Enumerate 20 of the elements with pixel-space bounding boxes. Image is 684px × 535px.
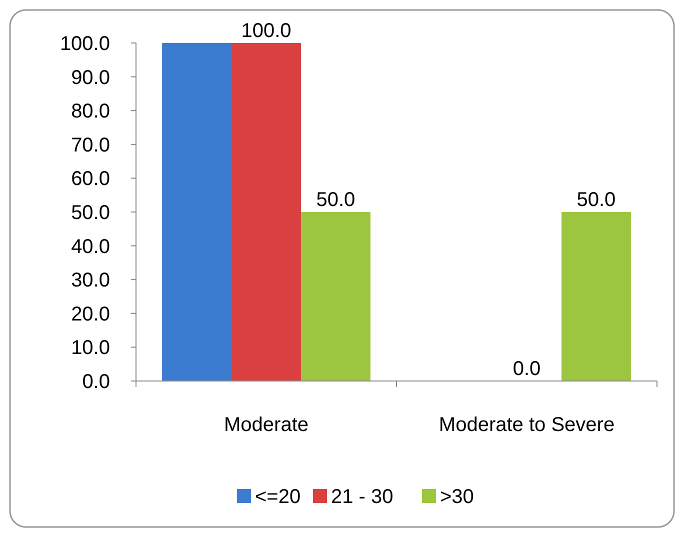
- y-tick-label: 20.0: [71, 303, 110, 326]
- y-tick-label: 80.0: [71, 100, 110, 123]
- data-label: 50.0: [576, 189, 616, 211]
- data-label: 0.0: [512, 358, 541, 380]
- legend-label: <=20: [255, 486, 301, 508]
- y-tick-label: 10.0: [71, 337, 110, 360]
- y-tick-label: 90.0: [71, 66, 110, 89]
- y-tick-label: 50.0: [71, 202, 110, 224]
- y-tick-label: 30.0: [71, 270, 110, 292]
- x-tick-label: Moderate to Severe: [438, 414, 615, 436]
- y-tick-label: 100.0: [60, 33, 110, 55]
- x-tick-label: Moderate: [224, 414, 308, 436]
- data-label: 100.0: [241, 20, 292, 42]
- y-tick-label: 70.0: [71, 134, 110, 156]
- y-tick-label: 40.0: [71, 236, 110, 258]
- data-label: 50.0: [316, 189, 356, 211]
- legend-label: 21 - 30: [331, 486, 394, 508]
- legend-label: >30: [440, 486, 474, 508]
- y-tick-label: 0.0: [82, 371, 110, 393]
- y-tick-label: 60.0: [71, 168, 110, 190]
